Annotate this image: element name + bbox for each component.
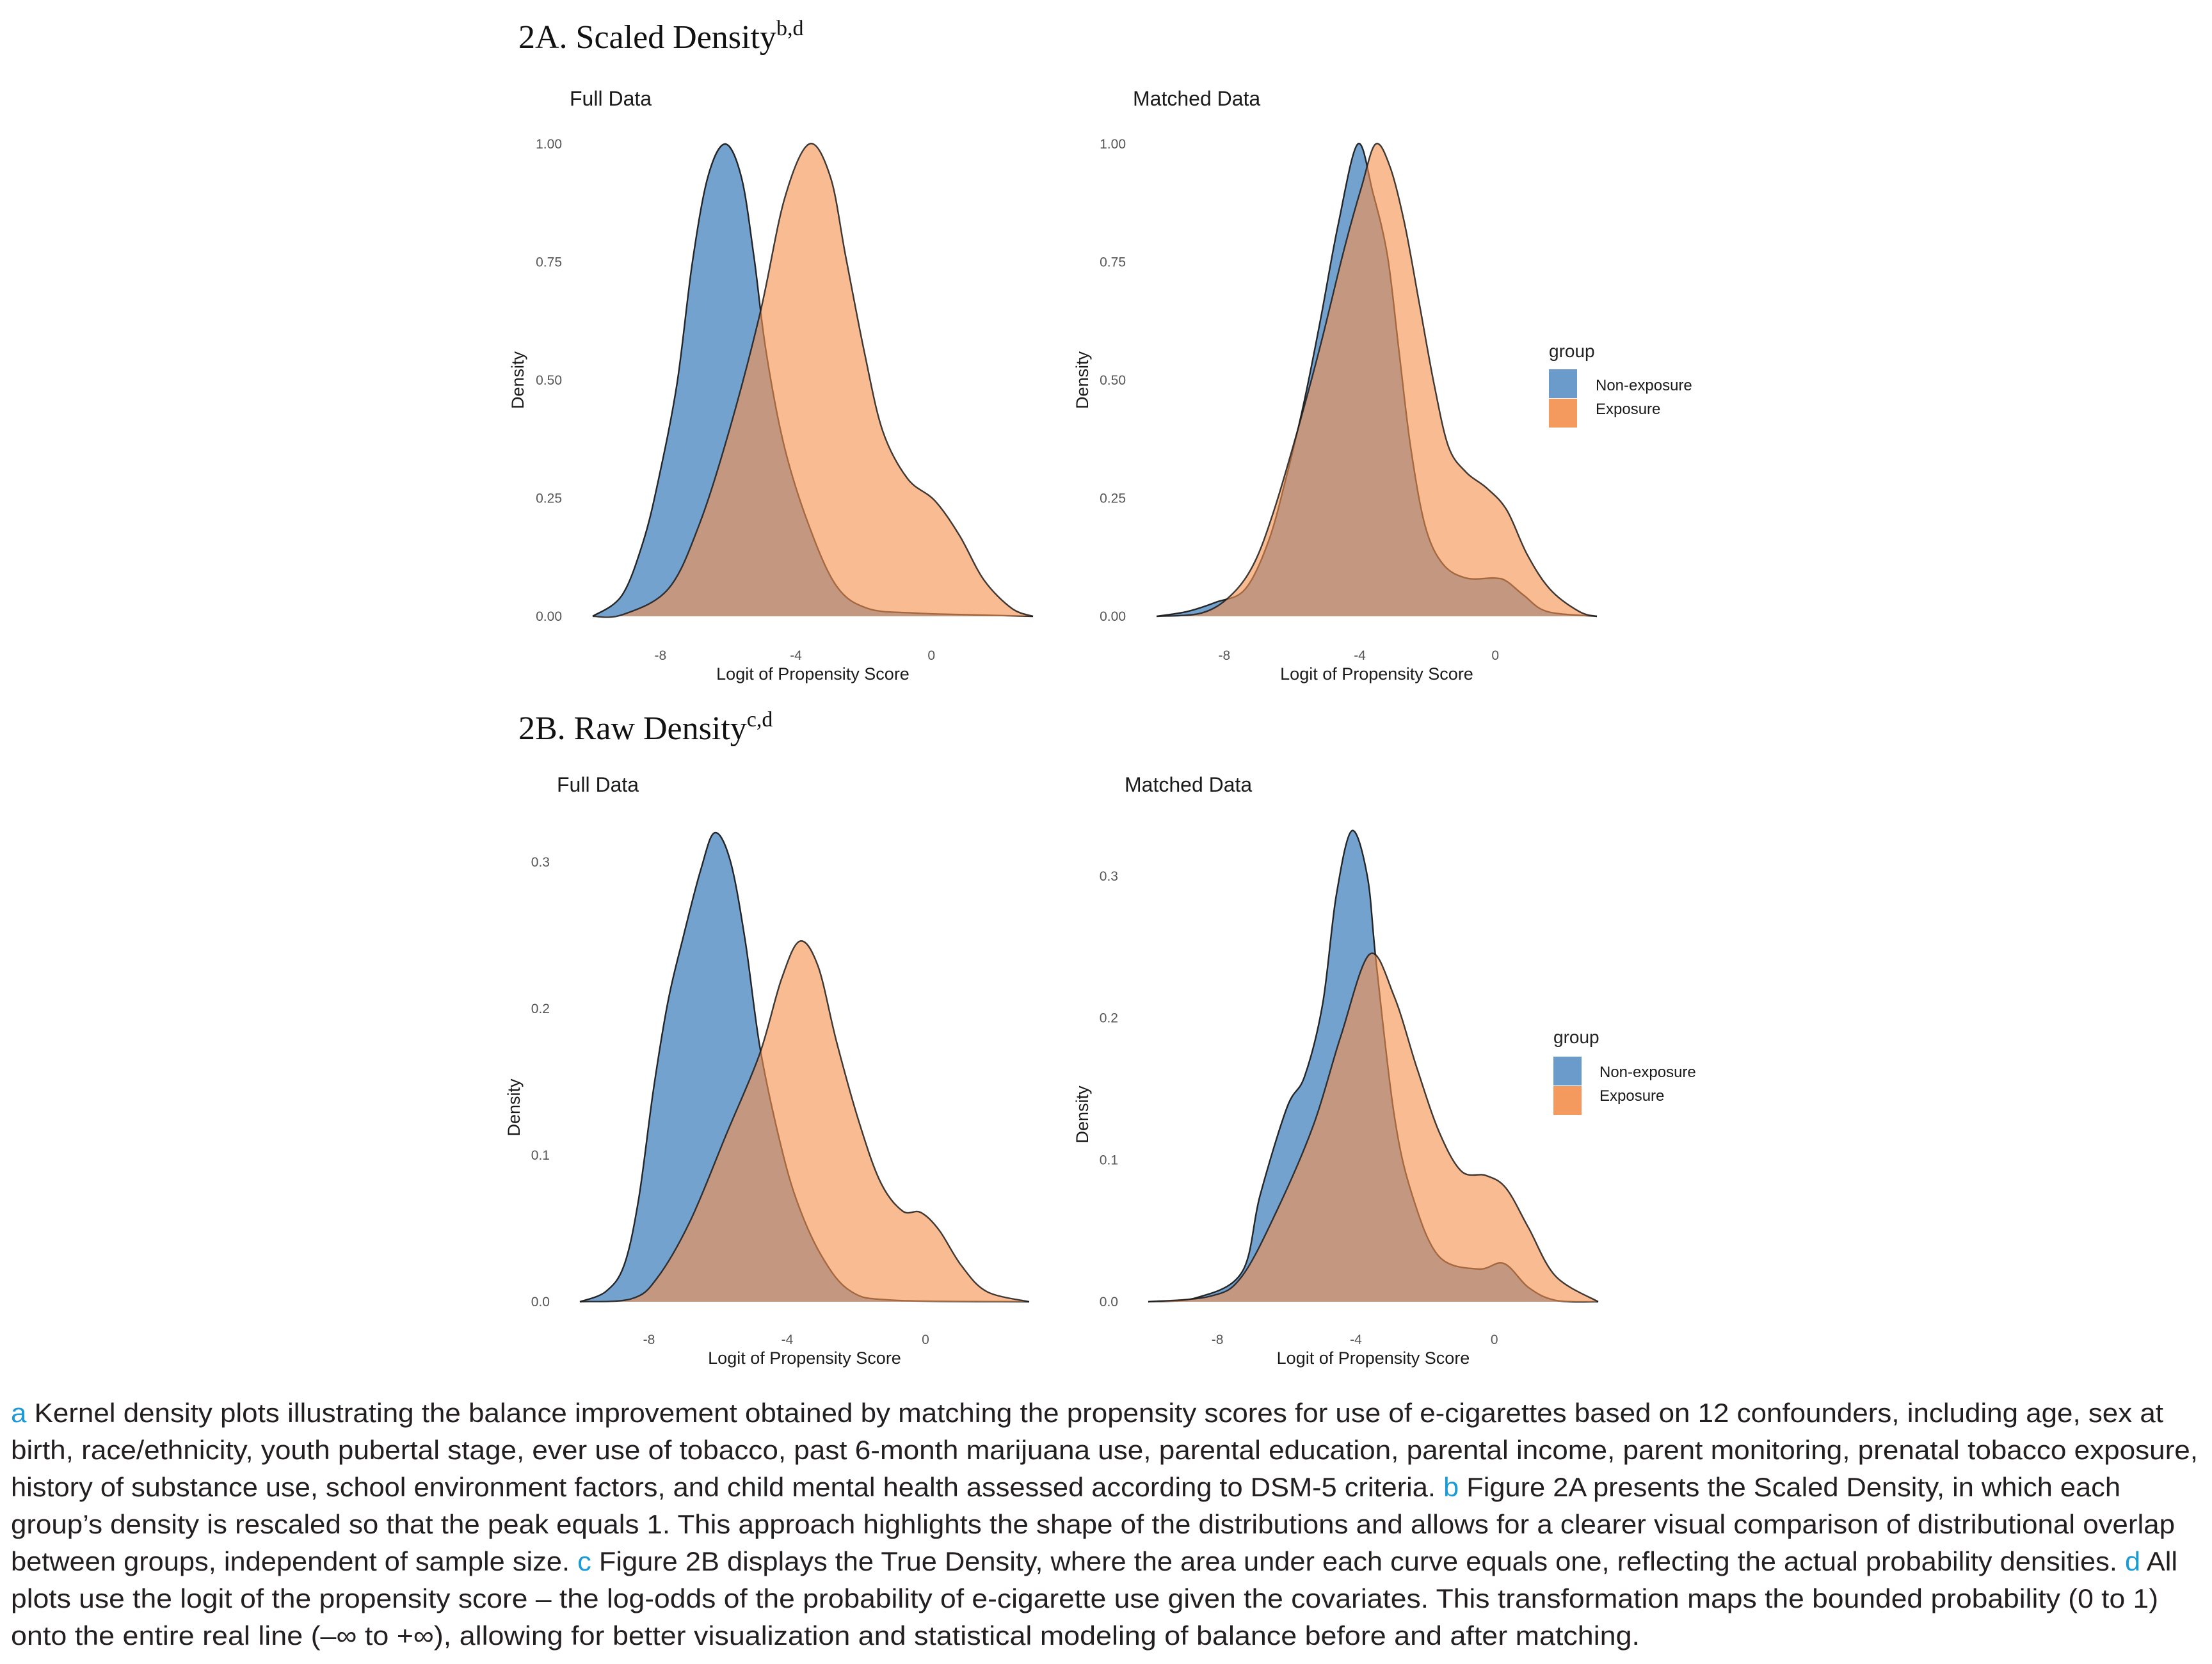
- x-tick-label: -4: [790, 648, 802, 663]
- footnote-marker: c: [577, 1546, 591, 1576]
- x-tick-label: -4: [781, 1332, 794, 1347]
- section-title-2b-superscript: c,d: [747, 708, 773, 732]
- footnote-marker: a: [11, 1398, 27, 1428]
- x-tick-label: -4: [1350, 1332, 1362, 1347]
- y-tick-label: 1.00: [536, 137, 562, 152]
- y-tick-label: 0.3: [531, 855, 550, 870]
- legend-swatch-non-exposure: [1549, 369, 1577, 398]
- x-tick-label: 0: [1491, 648, 1499, 663]
- x-tick-label: 0: [1491, 1332, 1498, 1347]
- legend-scaled: group Non-exposure Exposure: [1549, 341, 1692, 428]
- y-tick-label: 0.0: [531, 1295, 550, 1309]
- panel-title: Full Data: [557, 773, 639, 796]
- x-tick-label: 0: [927, 648, 935, 663]
- panel-raw-matched-data: Matched Data 0.0 0.1 0.2 0.3 -8 -4 0 Logit of Pr…: [1073, 773, 1599, 1368]
- y-tick-label: 0.2: [531, 1002, 550, 1016]
- density-area-exposure: [1157, 143, 1597, 617]
- x-axis-title: Logit of Propensity Score: [1277, 1348, 1470, 1368]
- y-axis-title: Density: [1073, 351, 1092, 409]
- density-line-exposure: [1148, 952, 1599, 1303]
- caption-line: birth, race/ethnicity, youth pubertal st…: [11, 1435, 2198, 1465]
- density-line-exposure: [579, 940, 1030, 1303]
- caption-line: plots use the logit of the propensity sc…: [11, 1583, 2158, 1613]
- y-tick-label: 0.75: [536, 255, 562, 270]
- caption-text: history of substance use, school environ…: [11, 1472, 1443, 1502]
- panel-title: Matched Data: [1125, 773, 1252, 796]
- legend-label-non-exposure: Non-exposure: [1599, 1064, 1696, 1081]
- legend-title: group: [1549, 341, 1595, 361]
- y-tick-label: 0.1: [1100, 1153, 1118, 1167]
- x-tick-label: -8: [1219, 648, 1231, 663]
- panel-raw-full-data: Full Data 0.0 0.1 0.2 0.3 -8 -4 0 Logit of Prope…: [504, 773, 1030, 1368]
- caption-text: Figure 2B displays the True Density, whe…: [591, 1546, 2125, 1576]
- caption-line: group’s density is rescaled so that the …: [11, 1509, 2175, 1539]
- x-axis-title: Logit of Propensity Score: [716, 664, 910, 684]
- panel-title: Matched Data: [1133, 87, 1260, 110]
- section-title-2a-superscript: b,d: [776, 17, 804, 40]
- y-tick-label: 0.00: [536, 609, 562, 624]
- legend-swatch-exposure: [1549, 399, 1577, 428]
- y-axis-title: Density: [508, 351, 527, 409]
- density-area-non-exposure: [580, 833, 1029, 1302]
- density-area-exposure: [593, 143, 1033, 618]
- footnote-marker: b: [1443, 1472, 1459, 1502]
- caption-text: birth, race/ethnicity, youth pubertal st…: [11, 1435, 2198, 1465]
- x-axis-title: Logit of Propensity Score: [708, 1348, 901, 1368]
- legend-label-non-exposure: Non-exposure: [1596, 377, 1692, 394]
- section-title-2b: 2B. Raw Densityc,d: [518, 708, 773, 747]
- legend-swatch-non-exposure: [1553, 1057, 1582, 1085]
- density-line-exposure: [592, 143, 1034, 618]
- footnote-marker: d: [2125, 1546, 2140, 1576]
- y-tick-label: 0.2: [1100, 1011, 1118, 1026]
- x-tick-label: -8: [1212, 1332, 1224, 1347]
- caption-text: between groups, independent of sample si…: [11, 1546, 577, 1576]
- y-tick-label: 0.0: [1100, 1295, 1118, 1309]
- caption-text: All: [2140, 1546, 2177, 1576]
- caption-line: between groups, independent of sample si…: [11, 1546, 2177, 1576]
- caption-line: history of substance use, school environ…: [11, 1472, 2120, 1502]
- density-area-exposure: [1148, 953, 1598, 1302]
- y-tick-label: 0.3: [1100, 869, 1118, 884]
- panel-scaled-matched-data: Matched Data 0.00 0.25 0.50 0.75 1.00 -8 -4 0 Log…: [1073, 87, 1598, 684]
- figure-caption: a Kernel density plots illustrating the …: [11, 1398, 2198, 1651]
- x-tick-label: -8: [655, 648, 667, 663]
- caption-text: Kernel density plots illustrating the ba…: [26, 1398, 2163, 1428]
- x-axis-title: Logit of Propensity Score: [1280, 664, 1473, 684]
- y-tick-label: 0.75: [1100, 255, 1126, 270]
- density-line-exposure: [1156, 143, 1598, 618]
- y-axis-title: Density: [504, 1078, 524, 1137]
- y-tick-label: 0.1: [531, 1148, 550, 1163]
- panel-scaled-full-data: Full Data 0.00 0.25 0.50 0.75 1.00 -8 -4 0 Logit …: [508, 87, 1034, 684]
- legend-label-exposure: Exposure: [1596, 401, 1660, 418]
- density-area-non-exposure: [593, 144, 1033, 616]
- section-title-2a: 2A. Scaled Densityb,d: [518, 17, 803, 56]
- x-tick-label: -4: [1354, 648, 1366, 663]
- y-tick-label: 0.00: [1100, 609, 1126, 624]
- legend-swatch-exposure: [1553, 1086, 1582, 1115]
- x-tick-label: -8: [643, 1332, 655, 1347]
- legend-raw: group Non-exposure Exposure: [1553, 1027, 1696, 1115]
- caption-line: onto the entire real line (–∞ to +∞), al…: [11, 1620, 1640, 1651]
- legend-title: group: [1553, 1027, 1599, 1047]
- caption-text: plots use the logit of the propensity sc…: [11, 1583, 2158, 1613]
- y-tick-label: 0.25: [536, 492, 562, 506]
- y-tick-label: 0.50: [1100, 373, 1126, 388]
- caption-text: onto the entire real line (–∞ to +∞), al…: [11, 1620, 1640, 1651]
- caption-text: Figure 2A presents the Scaled Density, i…: [1459, 1472, 2120, 1502]
- caption-line: a Kernel density plots illustrating the …: [11, 1398, 2163, 1428]
- y-tick-label: 0.50: [536, 373, 562, 388]
- legend-label-exposure: Exposure: [1599, 1087, 1664, 1105]
- caption-text: group’s density is rescaled so that the …: [11, 1509, 2175, 1539]
- y-axis-title: Density: [1073, 1085, 1092, 1144]
- panel-title: Full Data: [570, 87, 652, 110]
- x-tick-label: 0: [922, 1332, 929, 1347]
- y-tick-label: 0.25: [1100, 492, 1126, 506]
- y-tick-label: 1.00: [1100, 137, 1126, 152]
